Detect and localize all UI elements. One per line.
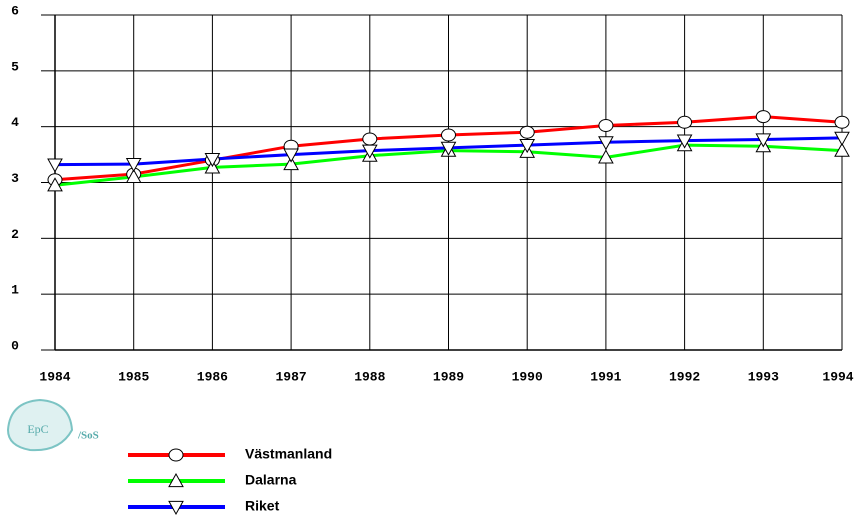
logo-text: EpC [27, 422, 48, 436]
marker [677, 115, 693, 129]
marker [47, 158, 63, 173]
marker [598, 149, 614, 164]
marker [755, 133, 772, 148]
x-tick-label: 1994 [822, 369, 853, 384]
marker [834, 142, 850, 157]
marker [168, 472, 184, 488]
marker [361, 144, 378, 159]
marker [47, 177, 63, 192]
y-tick-label: 1 [11, 283, 19, 298]
x-tick-label: 1990 [512, 369, 543, 384]
marker [834, 131, 850, 146]
marker [676, 134, 693, 149]
marker [283, 156, 299, 171]
x-tick-label: 1993 [748, 369, 779, 384]
marker [362, 132, 378, 146]
marker [834, 115, 850, 129]
marker [125, 168, 142, 184]
marker [598, 119, 614, 133]
x-tick-label: 1989 [433, 369, 464, 384]
x-tick-label: 1992 [669, 369, 700, 384]
marker [204, 152, 221, 168]
marker [168, 448, 184, 462]
y-tick-label: 6 [11, 3, 19, 18]
x-tick-label: 1988 [354, 369, 385, 384]
legend-label: Dalarna [245, 472, 297, 488]
legend-label: Västmanland [245, 446, 332, 462]
marker [283, 148, 299, 163]
y-tick-label: 4 [11, 115, 19, 130]
marker [441, 128, 456, 142]
legend-label: Riket [245, 498, 280, 514]
y-tick-label: 3 [11, 171, 19, 186]
marker [519, 138, 536, 154]
marker [168, 500, 184, 516]
marker [755, 110, 771, 124]
x-tick-label: 1984 [39, 369, 70, 384]
x-tick-label: 1986 [197, 369, 228, 384]
logo: EpC /SoS [6, 398, 99, 452]
marker [519, 125, 535, 139]
marker [125, 157, 142, 173]
y-tick-label: 5 [11, 59, 19, 74]
y-tick-label: 2 [11, 227, 19, 242]
marker [440, 141, 457, 156]
x-tick-label: 1985 [118, 369, 149, 384]
y-tick-label: 0 [11, 338, 19, 353]
marker [598, 136, 614, 151]
logo-suffix: /SoS [77, 430, 99, 442]
x-tick-label: 1991 [590, 369, 621, 384]
logo-shape [6, 398, 74, 452]
x-tick-label: 1987 [275, 369, 306, 384]
